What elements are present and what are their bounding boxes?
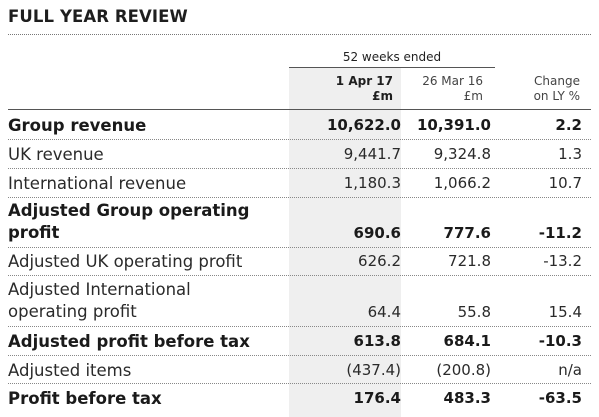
column-header-change-line1: Change [534, 74, 580, 88]
table-row-adjusted-international-operating-profit: Adjusted International operating profit … [8, 276, 591, 327]
value-change: 2.2 [555, 116, 582, 134]
value-prior: 10,391.0 [416, 116, 491, 134]
column-header-current-date: 1 Apr 17 [335, 74, 393, 88]
value-prior: 9,324.8 [433, 145, 491, 163]
value-current: (437.4) [346, 361, 401, 379]
row-divider [8, 326, 591, 327]
current-year-column-highlight [289, 67, 401, 417]
value-change: 15.4 [548, 303, 582, 321]
value-prior: 483.3 [443, 389, 491, 407]
row-divider [8, 355, 591, 356]
value-change: -10.3 [538, 332, 582, 350]
value-prior: (200.8) [436, 361, 491, 379]
table-row-uk-revenue: UK revenue 9,441.7 9,324.8 1.3 [8, 140, 591, 169]
column-header-current-unit: £m [372, 89, 393, 103]
value-prior: 1,066.2 [433, 174, 491, 192]
row-label-line1: Adjusted International [8, 280, 191, 299]
row-divider [8, 247, 591, 248]
row-label: Adjusted UK operating profit [8, 252, 243, 271]
column-header-prior: 26 Mar 16 £m [397, 74, 483, 104]
period-header: 52 weeks ended [342, 50, 442, 64]
row-label: Profit before tax [8, 389, 162, 408]
row-label: UK revenue [8, 145, 104, 164]
row-divider [8, 139, 591, 140]
value-change: 1.3 [558, 145, 582, 163]
value-current: 9,441.7 [343, 145, 401, 163]
value-change: -13.2 [543, 252, 582, 270]
table-row-adjusted-group-operating-profit: Adjusted Group operating profit 690.6 77… [8, 198, 591, 248]
value-current: 64.4 [367, 303, 401, 321]
column-header-current: 1 Apr 17 £m [293, 74, 393, 104]
row-label: International revenue [8, 174, 187, 193]
table-row-adjusted-items: Adjusted items (437.4) (200.8) n/a [8, 356, 591, 384]
table-row-adjusted-uk-operating-profit: Adjusted UK operating profit 626.2 721.8… [8, 248, 591, 276]
value-current: 1,180.3 [343, 174, 401, 192]
row-label-line2: profit [8, 223, 60, 242]
row-label-line2: operating profit [8, 302, 137, 321]
row-label: Adjusted profit before tax [8, 332, 250, 351]
value-prior: 684.1 [443, 332, 491, 350]
row-label: Adjusted items [8, 361, 132, 380]
value-change: 10.7 [548, 174, 582, 192]
column-header-prior-unit: £m [463, 89, 483, 103]
title-divider [8, 34, 591, 35]
table-row-adjusted-profit-before-tax: Adjusted profit before tax 613.8 684.1 -… [8, 327, 591, 356]
value-current: 690.6 [353, 224, 401, 242]
value-current: 626.2 [358, 252, 401, 270]
row-divider [8, 275, 591, 276]
table-row-international-revenue: International revenue 1,180.3 1,066.2 10… [8, 169, 591, 198]
value-change: -63.5 [538, 389, 582, 407]
row-divider [8, 197, 591, 198]
value-prior: 55.8 [457, 303, 491, 321]
value-current: 613.8 [353, 332, 401, 350]
value-change: -11.2 [538, 224, 582, 242]
row-divider [8, 383, 591, 384]
row-label: Group revenue [8, 116, 147, 135]
value-current: 176.4 [353, 389, 401, 407]
value-current: 10,622.0 [326, 116, 401, 134]
row-label-line1: Adjusted Group operating [8, 201, 250, 220]
value-change: n/a [558, 361, 582, 379]
row-divider [8, 168, 591, 169]
value-prior: 721.8 [448, 252, 491, 270]
header-divider [8, 109, 591, 110]
period-header-rule [289, 67, 495, 68]
column-header-prior-date: 26 Mar 16 [422, 74, 483, 88]
table-row-profit-before-tax: Profit before tax 176.4 483.3 -63.5 [8, 384, 591, 414]
column-header-change: Change on LY % [496, 74, 580, 104]
table-row-group-revenue: Group revenue 10,622.0 10,391.0 2.2 [8, 111, 591, 140]
page-title: FULL YEAR REVIEW [8, 7, 188, 26]
value-prior: 777.6 [443, 224, 491, 242]
column-header-change-line2: on LY % [533, 89, 580, 103]
